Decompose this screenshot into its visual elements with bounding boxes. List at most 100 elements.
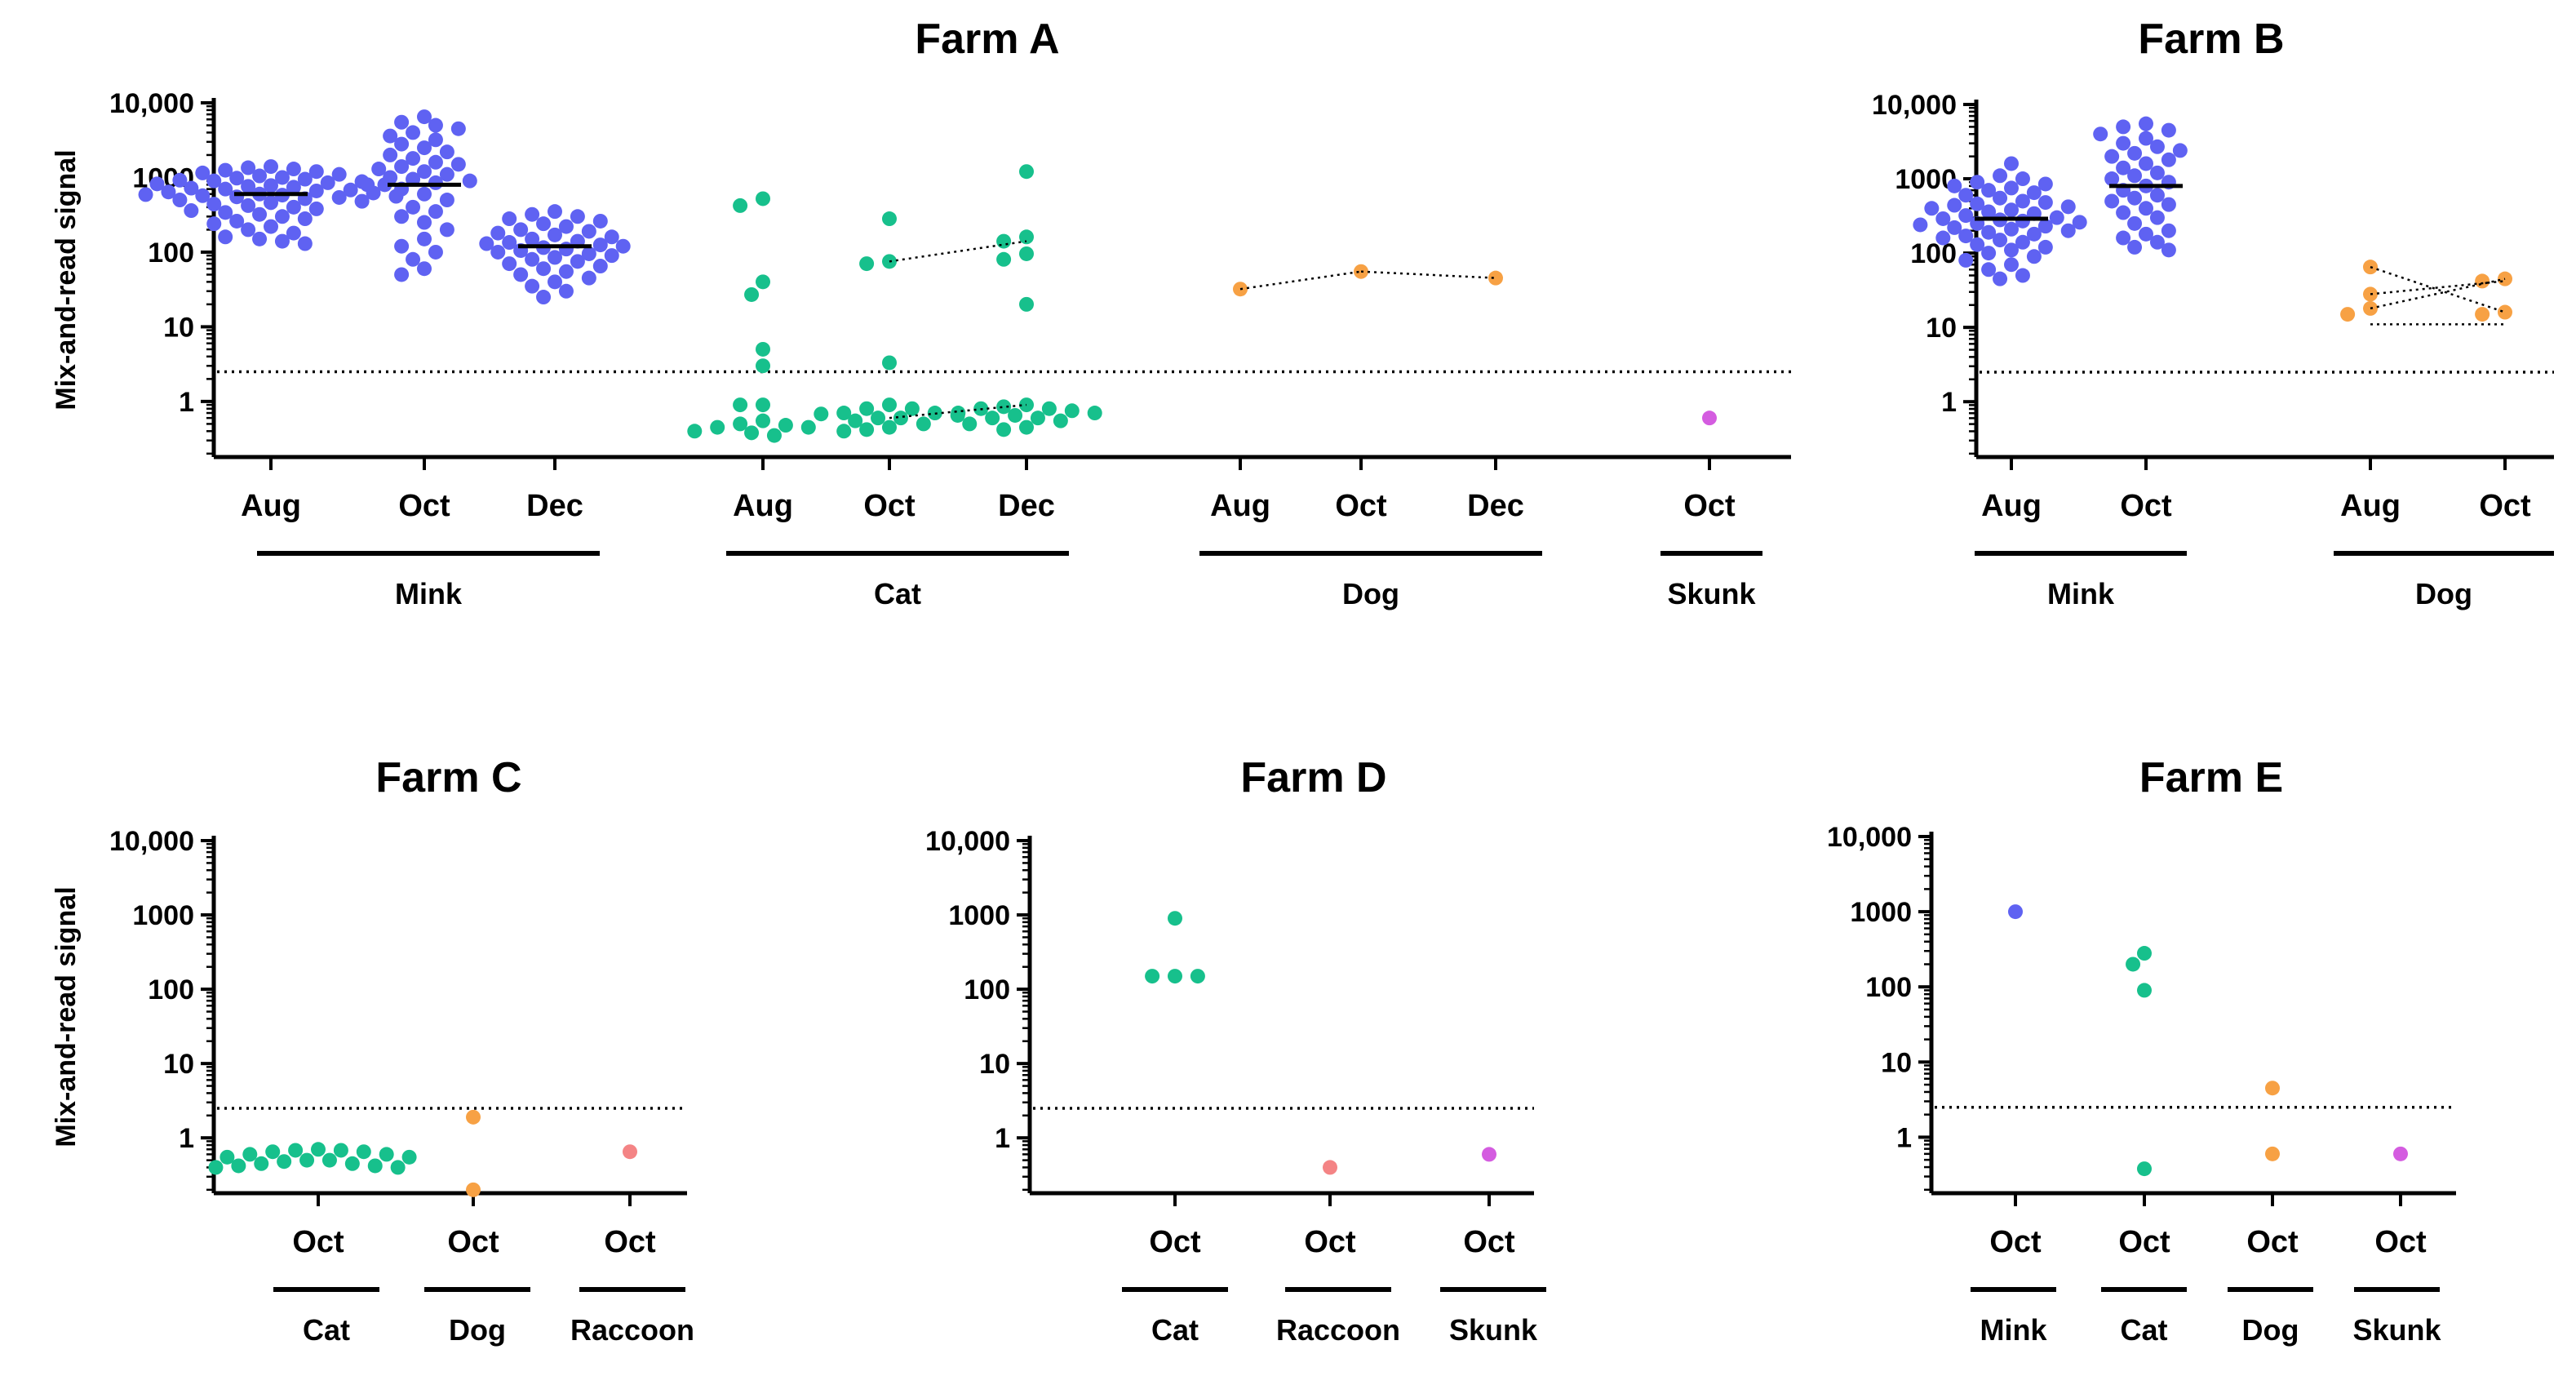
data-point-cat [744, 425, 760, 441]
x-tick-label: Oct [2118, 1225, 2170, 1259]
data-point-mink [2139, 156, 2153, 171]
data-point-cat [687, 424, 703, 439]
data-point-cat [2137, 983, 2152, 998]
data-point-mink [286, 225, 301, 241]
data-point-mink [2161, 122, 2176, 138]
data-point-mink [2149, 234, 2165, 250]
data-point-mink [149, 176, 165, 192]
data-point-mink [184, 203, 199, 219]
data-point-mink [241, 179, 256, 194]
data-point-mink [241, 222, 256, 237]
data-point-cat [859, 401, 875, 416]
data-point-cat [231, 1158, 246, 1174]
data-point-mink [1935, 230, 1951, 246]
data-point-mink [2037, 195, 2053, 211]
data-point-mink [252, 168, 268, 184]
data-point-mink [383, 147, 398, 162]
data-point-mink [417, 186, 432, 202]
data-point-mink [1993, 233, 2008, 248]
data-point-cat [871, 411, 886, 426]
data-point-dog [2498, 304, 2512, 320]
data-point-mink [581, 270, 596, 286]
data-point-cat [401, 1149, 417, 1165]
data-point-mink [417, 164, 432, 180]
y-tick-label: 100 [964, 974, 1010, 1005]
y-tick-label: 100 [148, 237, 194, 269]
data-point-cat [893, 411, 908, 426]
data-point-mink [308, 183, 324, 198]
chart-title: Farm B [2138, 16, 2284, 63]
panel-farm-b: Farm B 10,000 1000 100 10 1 Aug Oct Mink Aug Oct Do… [1872, 16, 2554, 610]
data-point-mink [548, 250, 562, 265]
data-point-mink [1981, 204, 1997, 220]
paired-line [1360, 270, 1496, 279]
data-point-mink [297, 211, 313, 227]
data-point-cat [367, 1158, 383, 1174]
data-point-mink [206, 216, 222, 232]
data-point-cat [311, 1142, 326, 1157]
data-point-mink [2127, 239, 2143, 255]
chart-title: Farm A [915, 16, 1059, 63]
data-point-mink [1958, 229, 1974, 244]
data-point-cat [836, 406, 852, 421]
data-point-skunk [1482, 1147, 1496, 1162]
data-point-mink [450, 121, 466, 136]
data-point-mink [604, 248, 619, 264]
group-label: Mink [2047, 577, 2115, 610]
x-tick-label: Aug [1210, 489, 1270, 523]
group-label: Mink [395, 577, 463, 610]
data-point-cat [2126, 957, 2141, 972]
data-point-cat [1008, 407, 1023, 423]
data-point-mink [592, 237, 608, 253]
data-point-cat [321, 1152, 337, 1168]
data-point-mink [439, 144, 454, 160]
data-point-mink [354, 193, 370, 209]
y-tick-label: 10,000 [109, 88, 194, 119]
data-point-mink [1970, 196, 1985, 211]
data-point-cat [1064, 403, 1080, 419]
data-point-mink [536, 261, 552, 277]
data-point-cat [254, 1156, 269, 1171]
data-point-mink [417, 231, 432, 246]
data-point-mink [2037, 176, 2053, 192]
data-point-dog [466, 1109, 481, 1125]
data-point-cat [996, 233, 1012, 249]
data-point-cat [1087, 406, 1102, 421]
data-point-mink [2139, 131, 2153, 146]
data-point-mink [264, 178, 278, 193]
data-point-mink [2104, 193, 2120, 209]
x-tick-label: Aug [733, 489, 793, 523]
data-point-mink [383, 128, 398, 144]
data-point-mink [394, 238, 410, 254]
group-label: Skunk [2352, 1313, 2441, 1347]
data-point-mink [581, 246, 596, 261]
data-point-cat [882, 419, 897, 435]
panel-farm-c: Farm C 10,000 1000 100 10 1 Mix-and-read signa… [51, 754, 694, 1347]
data-point-mink [2149, 188, 2165, 203]
data-point-cat [1053, 413, 1068, 428]
paired-line [1239, 270, 1362, 291]
data-point-mink [439, 222, 454, 237]
data-point-mink [536, 216, 552, 232]
chart-title: Farm D [1240, 754, 1386, 801]
data-point-mink [570, 209, 585, 224]
data-point-cat [882, 397, 897, 413]
data-point-mink [2149, 139, 2165, 154]
data-point-mink [548, 204, 562, 220]
data-point-mink [558, 283, 574, 299]
x-tick-label: Oct [863, 489, 916, 523]
data-point-mink [308, 164, 324, 180]
data-point-mink [1958, 188, 1974, 203]
data-point-mink [2037, 219, 2053, 234]
data-point-cat [778, 418, 793, 433]
data-point-mink [2060, 199, 2076, 215]
x-tick-label: Dec [1467, 489, 1524, 523]
data-point-mink [274, 209, 290, 224]
data-point-mink [2015, 234, 2030, 250]
data-point-mink [2116, 119, 2131, 135]
y-tick-label: 1 [1896, 1122, 1912, 1153]
data-point-mink [286, 162, 301, 177]
x-tick-label: Oct [1149, 1225, 1201, 1259]
